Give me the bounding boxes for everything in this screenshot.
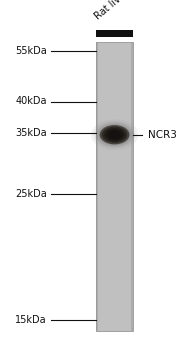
Bar	[96, 30, 133, 37]
Text: NCR3: NCR3	[148, 130, 177, 140]
Ellipse shape	[104, 128, 125, 141]
Ellipse shape	[100, 125, 129, 144]
Text: 40kDa: 40kDa	[15, 97, 47, 106]
Text: 15kDa: 15kDa	[15, 315, 47, 325]
Ellipse shape	[91, 119, 138, 150]
Ellipse shape	[96, 123, 133, 147]
Text: Rat liver: Rat liver	[92, 0, 130, 22]
Ellipse shape	[106, 130, 123, 140]
Ellipse shape	[98, 124, 131, 145]
Text: 35kDa: 35kDa	[15, 128, 47, 138]
Ellipse shape	[109, 131, 121, 139]
Bar	[131, 42, 133, 331]
Ellipse shape	[94, 121, 135, 148]
Text: 25kDa: 25kDa	[15, 189, 47, 199]
Text: 55kDa: 55kDa	[15, 46, 47, 56]
Ellipse shape	[102, 127, 127, 143]
Bar	[96, 42, 133, 331]
Bar	[96, 42, 98, 331]
